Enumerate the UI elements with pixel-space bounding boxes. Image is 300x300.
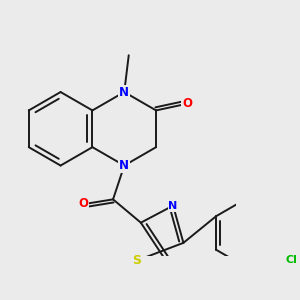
Text: Cl: Cl bbox=[286, 255, 297, 265]
Text: N: N bbox=[119, 159, 129, 172]
Text: S: S bbox=[132, 254, 141, 267]
Text: O: O bbox=[182, 97, 192, 110]
Text: N: N bbox=[169, 201, 178, 211]
Text: N: N bbox=[119, 85, 129, 98]
Text: O: O bbox=[78, 197, 88, 210]
